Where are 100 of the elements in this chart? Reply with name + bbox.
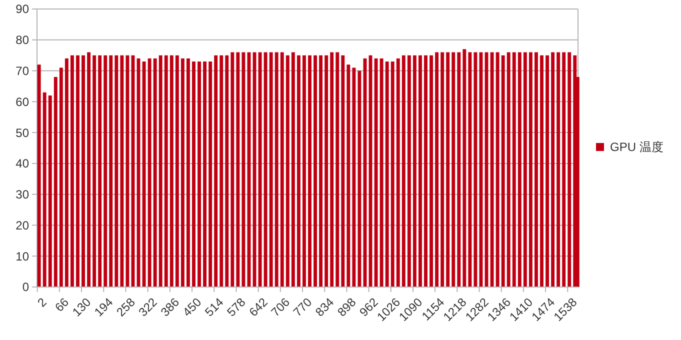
bar [330, 52, 334, 287]
bar [126, 55, 130, 287]
y-tick-label: 40 [16, 156, 30, 171]
bar [198, 62, 201, 287]
bar [457, 52, 461, 287]
x-tick-label: 130 [70, 294, 94, 320]
bar [556, 52, 560, 287]
bar [314, 55, 317, 287]
bar [501, 55, 505, 287]
bar [540, 55, 544, 287]
bar [302, 55, 306, 287]
bar [358, 70, 362, 287]
bar [153, 58, 157, 287]
bar [412, 55, 416, 287]
x-tick-label: 322 [136, 294, 160, 320]
bar [518, 52, 522, 287]
bar [474, 52, 478, 287]
x-tick-label: 194 [92, 294, 116, 320]
bar [164, 55, 168, 287]
bar [407, 55, 411, 287]
bar [440, 52, 444, 287]
bar [512, 52, 516, 287]
bar [490, 52, 494, 287]
x-tick-label: 66 [52, 294, 72, 315]
bar [59, 68, 63, 287]
bar [175, 55, 179, 287]
y-tick-label: 0 [22, 280, 30, 294]
bar [214, 55, 218, 287]
y-tick-label: 30 [16, 188, 30, 202]
bar [346, 64, 350, 287]
bar [120, 55, 124, 287]
bar [280, 52, 284, 287]
bar [336, 52, 340, 287]
y-tick-label: 80 [16, 33, 30, 48]
bar [396, 58, 400, 287]
x-tick-label: 450 [180, 294, 204, 320]
x-tick-label: 578 [224, 294, 248, 320]
bar [291, 52, 295, 287]
bar [186, 58, 190, 287]
bar [286, 55, 290, 287]
bar [496, 52, 500, 287]
bar [208, 62, 212, 287]
bar [324, 55, 328, 287]
bar [70, 55, 74, 287]
bar [64, 58, 68, 287]
bar [551, 52, 555, 287]
bar [562, 52, 566, 287]
x-tick-label: 898 [334, 294, 359, 320]
bar [220, 55, 224, 287]
x-tick-label: 834 [312, 294, 337, 320]
y-tick-label: 70 [16, 64, 30, 78]
bar [76, 55, 80, 287]
y-tick-label: 90 [16, 2, 30, 16]
bar [48, 95, 52, 287]
bar [225, 55, 229, 287]
bar [82, 55, 85, 287]
legend-label: GPU 温度 [610, 140, 664, 154]
bar [435, 52, 439, 287]
bar [468, 52, 472, 287]
bar [352, 68, 356, 287]
bar [390, 62, 394, 287]
bar [385, 62, 389, 287]
bar [452, 52, 456, 287]
bar [446, 52, 450, 287]
bar [148, 58, 152, 287]
bar [114, 55, 118, 287]
bar [230, 52, 234, 287]
bar [319, 55, 323, 287]
y-tick-label: 60 [16, 94, 30, 109]
bar [528, 52, 532, 287]
bar [264, 52, 268, 287]
bar [506, 52, 510, 287]
bar [430, 55, 433, 287]
bar [104, 55, 108, 287]
bar [402, 55, 406, 287]
bar [523, 52, 527, 287]
bar [142, 62, 146, 287]
bar [92, 55, 96, 287]
bar [546, 55, 549, 287]
bar [203, 62, 207, 287]
y-tick-label: 10 [16, 249, 30, 264]
bar [308, 55, 312, 287]
bar [269, 52, 273, 287]
bar [242, 52, 246, 287]
bar [42, 92, 46, 287]
bar [87, 52, 91, 287]
x-tick-label: 2 [34, 294, 50, 310]
bar [258, 52, 262, 287]
x-tick-label: 386 [158, 294, 182, 320]
bar [54, 76, 58, 287]
bar [534, 52, 538, 287]
y-tick-label: 50 [16, 126, 30, 140]
bar [374, 58, 378, 287]
bar [380, 58, 384, 287]
bar [418, 55, 422, 287]
bar [424, 55, 428, 287]
x-tick-label: 706 [268, 294, 293, 320]
bar [568, 52, 572, 287]
bar [158, 55, 162, 287]
bar [170, 55, 174, 287]
